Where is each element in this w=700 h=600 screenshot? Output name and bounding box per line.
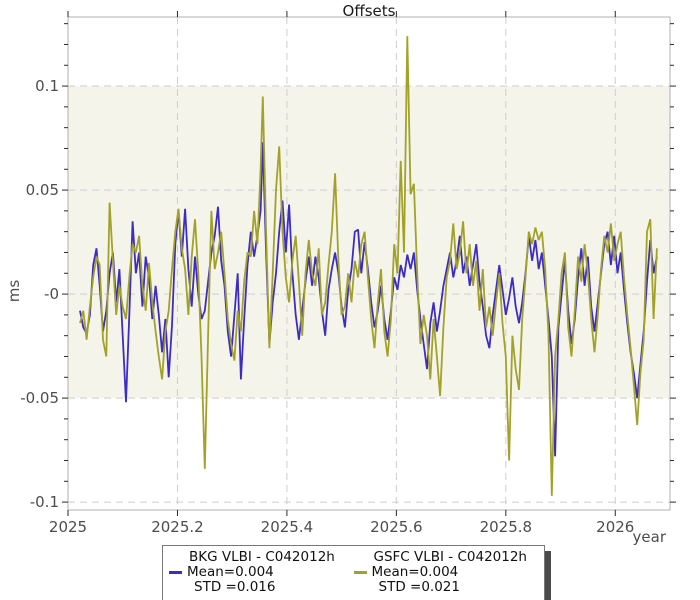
- legend: BKG VLBI - C042012h Mean=0.004 STD =0.01…: [162, 545, 545, 600]
- legend-line-swatch-gsfc: [353, 571, 367, 574]
- legend-mean-value: Mean=0.004: [371, 564, 459, 580]
- legend-entry-bkg: BKG VLBI - C042012h Mean=0.004 STD =0.01…: [169, 550, 354, 595]
- chart-title: Offsets: [342, 2, 396, 20]
- series-line-gsfc: [79, 36, 658, 496]
- y-tick-label: 0.05: [26, 181, 59, 199]
- legend-series-label: GSFC VLBI - C042012h: [373, 549, 527, 565]
- x-axis-label: year: [632, 528, 666, 546]
- x-tick-label: 2025.8: [480, 518, 533, 536]
- legend-std-value: STD =0.016: [194, 579, 276, 595]
- legend-series-label: BKG VLBI - C042012h: [189, 549, 335, 565]
- y-tick-label: 0.1: [35, 77, 59, 95]
- legend-entry-gsfc: GSFC VLBI - C042012h Mean=0.004 STD =0.0…: [353, 549, 539, 595]
- legend-line-swatch-bkg: [169, 571, 182, 574]
- y-tick-label: -0.1: [30, 493, 59, 511]
- x-tick-label: 2025.4: [261, 518, 314, 536]
- plot-border: [67, 16, 671, 511]
- legend-mean-value: Mean=0.004: [187, 564, 274, 580]
- y-tick-label: -0: [44, 285, 59, 303]
- y-tick-label: -0.05: [20, 389, 59, 407]
- y-axis-label: ms: [5, 279, 23, 303]
- x-tick-label: 2025.6: [370, 518, 423, 536]
- x-tick-label: 2026: [596, 518, 634, 536]
- x-tick-label: 2025: [49, 518, 87, 536]
- legend-std-value: STD =0.021: [378, 579, 460, 595]
- offsets-plot: 0.1 0.05 -0 -0.05 -0.1 2025 2025.2 2025.4 2025.6…: [20, 11, 676, 536]
- x-tick-label: 2025.2: [151, 518, 204, 536]
